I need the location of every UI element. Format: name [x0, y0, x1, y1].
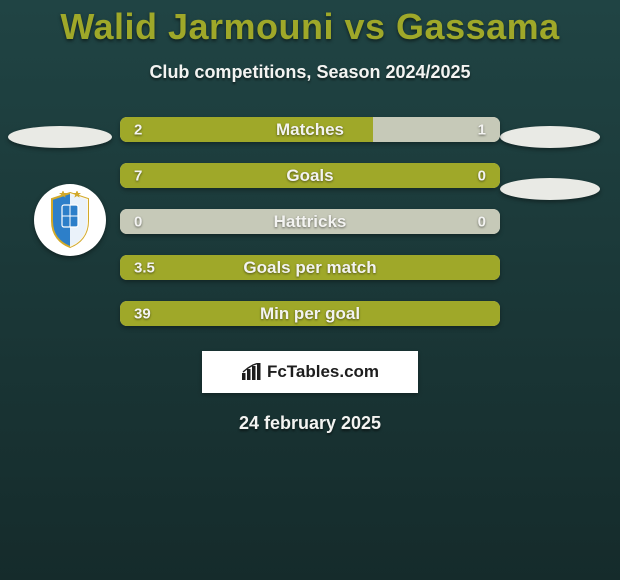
brand-chart-icon	[241, 363, 261, 381]
comparison-card: Walid Jarmouni vs Gassama Club competiti…	[0, 0, 620, 580]
stat-bar-right	[120, 209, 500, 234]
stat-bar-track	[120, 209, 500, 234]
stat-bar-left	[120, 117, 373, 142]
stat-row: Goals70	[120, 163, 500, 188]
club-crest-icon	[48, 191, 92, 249]
stat-bar-right	[373, 117, 500, 142]
player-right-oval-2	[500, 178, 600, 200]
stat-bar-track	[120, 163, 500, 188]
stat-bar-track	[120, 255, 500, 280]
stat-bar-left	[120, 255, 500, 280]
brand-box: FcTables.com	[202, 351, 418, 393]
club-badge	[34, 184, 106, 256]
subtitle: Club competitions, Season 2024/2025	[0, 62, 620, 83]
date-label: 24 february 2025	[0, 413, 620, 434]
stat-row: Matches21	[120, 117, 500, 142]
brand-label: FcTables.com	[267, 362, 379, 382]
stat-row: Goals per match3.5	[120, 255, 500, 280]
stat-row: Min per goal39	[120, 301, 500, 326]
stat-row: Hattricks00	[120, 209, 500, 234]
stat-bar-left	[120, 301, 500, 326]
stat-bar-track	[120, 117, 500, 142]
player-left-oval	[8, 126, 112, 148]
stat-bar-left	[120, 163, 500, 188]
player-right-oval-1	[500, 126, 600, 148]
stat-bar-track	[120, 301, 500, 326]
page-title: Walid Jarmouni vs Gassama	[0, 0, 620, 48]
